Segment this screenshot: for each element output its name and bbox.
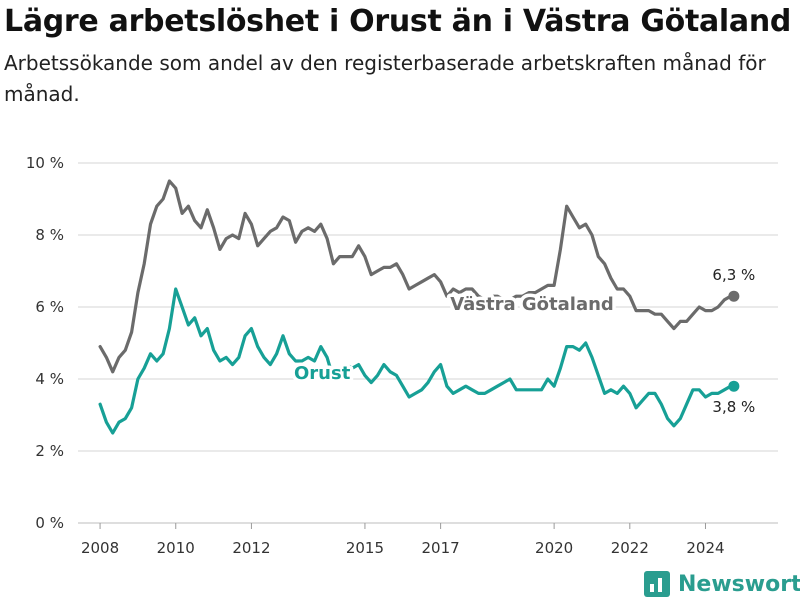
brand-name: Newsworthy	[678, 571, 800, 597]
orust-line	[98, 287, 736, 435]
orust-series-label: Orust	[294, 363, 351, 384]
y-tick-label: 10 %	[26, 154, 64, 172]
x-tick-label: 2012	[232, 539, 270, 557]
v-stra-g-taland-end-value: 6,3 %	[712, 266, 755, 284]
page-title: Lägre arbetslöshet i Orust än i Västra G…	[4, 4, 792, 39]
v-stra-g-taland-series-label: Västra Götaland	[450, 294, 614, 315]
x-axis: 2008 2010 2012 2015 2017 2020 2022 2024	[81, 523, 725, 557]
y-tick-label: 0 %	[35, 514, 64, 532]
x-tick-label: 2010	[157, 539, 195, 557]
x-tick-label: 2022	[611, 539, 649, 557]
x-tick-label: 2008	[81, 539, 119, 557]
series-labels: 6,3 % 3,8 % Västra Götaland Orust	[291, 266, 756, 416]
orust-end-value: 3,8 %	[712, 398, 755, 416]
x-tick-label: 2015	[346, 539, 384, 557]
bar-chart-icon	[644, 571, 670, 597]
y-tick-label: 8 %	[35, 226, 64, 244]
newsworthy-brand: Newsworthy	[644, 568, 800, 600]
y-gridlines	[78, 162, 778, 524]
orust-end-point	[728, 380, 740, 392]
x-tick-label: 2017	[422, 539, 460, 557]
x-tick-label: 2020	[535, 539, 573, 557]
v-stra-g-taland-end-point	[728, 290, 740, 302]
y-axis-tick-labels: 0 % 2 % 4 % 6 % 8 % 10 %	[26, 154, 64, 532]
y-tick-label: 4 %	[35, 370, 64, 388]
page-subtitle: Arbetssökande som andel av den registerb…	[4, 51, 766, 106]
x-tick-label: 2024	[686, 539, 724, 557]
y-tick-label: 6 %	[35, 298, 64, 316]
series-lines	[98, 179, 740, 435]
v-stra-g-taland-line	[98, 179, 736, 374]
y-tick-label: 2 %	[35, 442, 64, 460]
